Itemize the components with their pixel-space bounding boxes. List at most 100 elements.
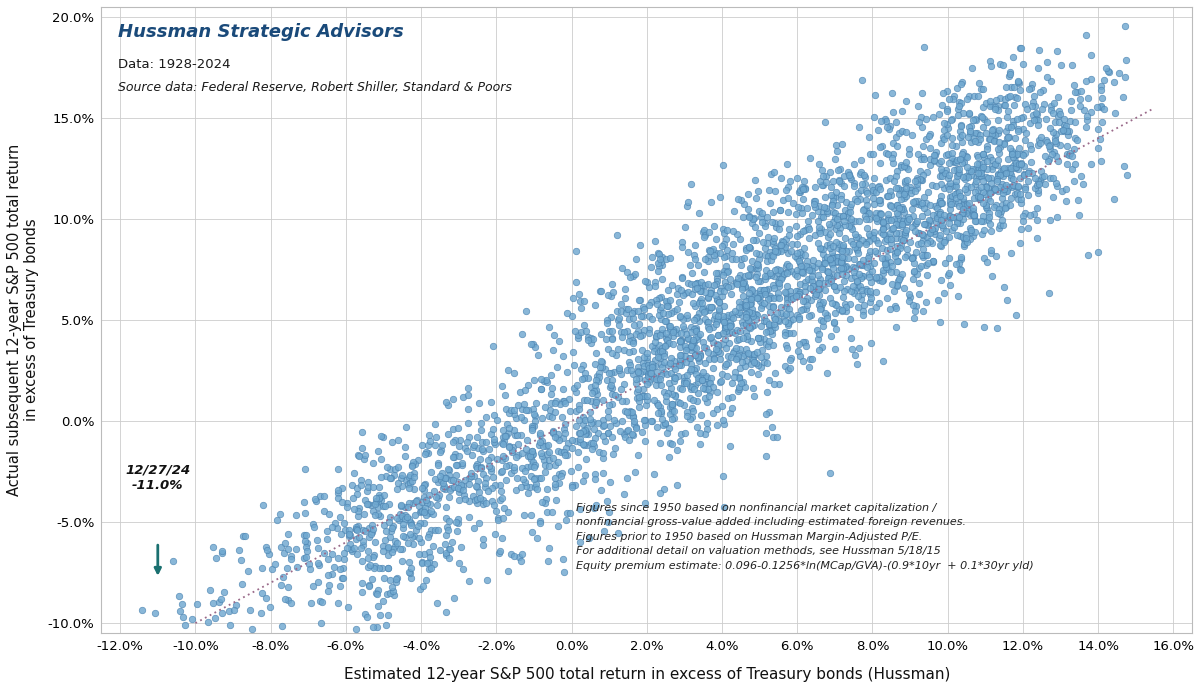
Point	[502, 405, 521, 416]
Point	[769, 378, 789, 389]
Point	[323, 521, 342, 532]
Point	[378, 462, 397, 473]
Point	[698, 346, 718, 357]
Point	[732, 254, 751, 265]
Point	[526, 415, 545, 426]
Point	[822, 199, 842, 210]
Point	[1047, 92, 1067, 103]
Point	[406, 496, 425, 507]
Point	[297, 537, 317, 548]
Point	[920, 153, 939, 164]
Point	[1063, 59, 1082, 70]
Point	[1029, 44, 1049, 55]
Point	[811, 341, 831, 352]
Point	[732, 274, 751, 285]
Point	[946, 229, 966, 240]
Point	[961, 169, 980, 181]
Point	[756, 265, 775, 276]
Point	[934, 209, 954, 220]
Point	[519, 488, 538, 499]
Point	[881, 261, 901, 272]
Point	[887, 241, 907, 252]
Point	[562, 480, 582, 491]
Point	[913, 251, 932, 263]
Point	[1043, 149, 1062, 160]
Point	[896, 251, 915, 262]
Point	[988, 154, 1008, 165]
Point	[542, 389, 561, 400]
Point	[653, 324, 672, 335]
Point	[791, 260, 810, 271]
Text: Source data: Federal Reserve, Robert Shiller, Standard & Poors: Source data: Federal Reserve, Robert Shi…	[118, 81, 512, 94]
Point	[891, 194, 910, 205]
Point	[934, 237, 954, 248]
Point	[769, 316, 789, 327]
Point	[833, 211, 852, 222]
Point	[889, 276, 908, 287]
Point	[573, 426, 592, 437]
Point	[386, 576, 406, 587]
Point	[616, 395, 636, 406]
Point	[950, 258, 969, 269]
Point	[826, 192, 845, 203]
Point	[732, 378, 751, 389]
Point	[836, 298, 855, 309]
Point	[755, 288, 774, 299]
Point	[739, 349, 759, 360]
Point	[914, 192, 933, 203]
Point	[364, 550, 383, 561]
Point	[791, 287, 810, 298]
Point	[756, 450, 775, 461]
Point	[751, 291, 771, 302]
Point	[584, 423, 603, 434]
Point	[378, 541, 397, 552]
Point	[436, 513, 455, 524]
Point	[832, 256, 851, 267]
Point	[296, 536, 315, 547]
Point	[898, 216, 917, 227]
Point	[728, 309, 748, 320]
Point	[1056, 183, 1075, 194]
Point	[701, 285, 720, 296]
Point	[542, 369, 561, 380]
Point	[793, 225, 813, 236]
Point	[792, 181, 811, 192]
Point	[674, 371, 694, 382]
Point	[596, 435, 615, 446]
Point	[455, 474, 474, 485]
Point	[761, 292, 780, 303]
Point	[687, 277, 707, 288]
Point	[1027, 215, 1046, 226]
Point	[805, 182, 825, 193]
Point	[964, 203, 984, 214]
Point	[613, 331, 632, 342]
Point	[359, 580, 378, 591]
Point	[880, 123, 899, 134]
Point	[1070, 171, 1090, 182]
Point	[714, 269, 733, 280]
Point	[437, 549, 456, 560]
Point	[884, 149, 903, 160]
Point	[840, 169, 860, 180]
Point	[715, 277, 734, 288]
Point	[437, 529, 456, 540]
Point	[492, 513, 512, 524]
Point	[750, 285, 769, 296]
Point	[790, 289, 809, 300]
Point	[590, 446, 609, 457]
Point	[318, 554, 337, 565]
Point	[836, 306, 855, 317]
Point	[722, 391, 742, 402]
Point	[319, 586, 338, 597]
Point	[1019, 176, 1038, 187]
Point	[648, 327, 667, 338]
Point	[391, 501, 411, 512]
Point	[932, 240, 951, 251]
Point	[1031, 174, 1050, 185]
Point	[539, 461, 559, 472]
Point	[526, 341, 545, 352]
Point	[744, 382, 763, 393]
Point	[766, 185, 785, 196]
Point	[736, 320, 755, 331]
Point	[485, 528, 504, 539]
